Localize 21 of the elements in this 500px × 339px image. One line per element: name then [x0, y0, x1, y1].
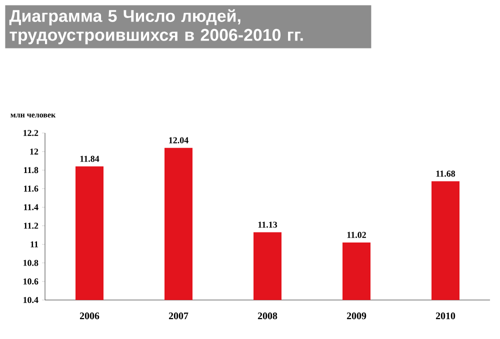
x-tick-label: 2009	[346, 312, 366, 320]
y-tick-label: 11.4	[24, 204, 38, 210]
x-tick-label: 2006	[80, 312, 100, 320]
y-tick-label: 11.6	[24, 186, 38, 192]
data-label: 11.13	[258, 222, 278, 228]
data-label: 11.84	[80, 156, 100, 162]
data-label: 11.68	[436, 170, 456, 177]
chart-title: Диаграмма 5 Число людей, трудоустроившихся в 2006-2010 гг.	[9, 9, 303, 44]
y-tick-label: 10.4	[24, 296, 38, 304]
x-tick-label: 2008	[258, 312, 278, 320]
x-tick-label: 2010	[436, 312, 456, 320]
y-tick-label: 12	[30, 148, 38, 155]
y-tick-label: 10.8	[24, 260, 38, 266]
y-tick-label: 10.6	[24, 278, 38, 284]
y-tick-label: 12.2	[24, 130, 38, 136]
y-tick-label: 11	[30, 241, 38, 248]
y-tick-label: 11.8	[24, 167, 38, 174]
y-tick-label: 11.2	[24, 222, 38, 229]
data-label: 11.02	[347, 232, 366, 238]
x-tick-label: 2007	[168, 312, 188, 320]
data-label: 12.04	[169, 137, 188, 144]
